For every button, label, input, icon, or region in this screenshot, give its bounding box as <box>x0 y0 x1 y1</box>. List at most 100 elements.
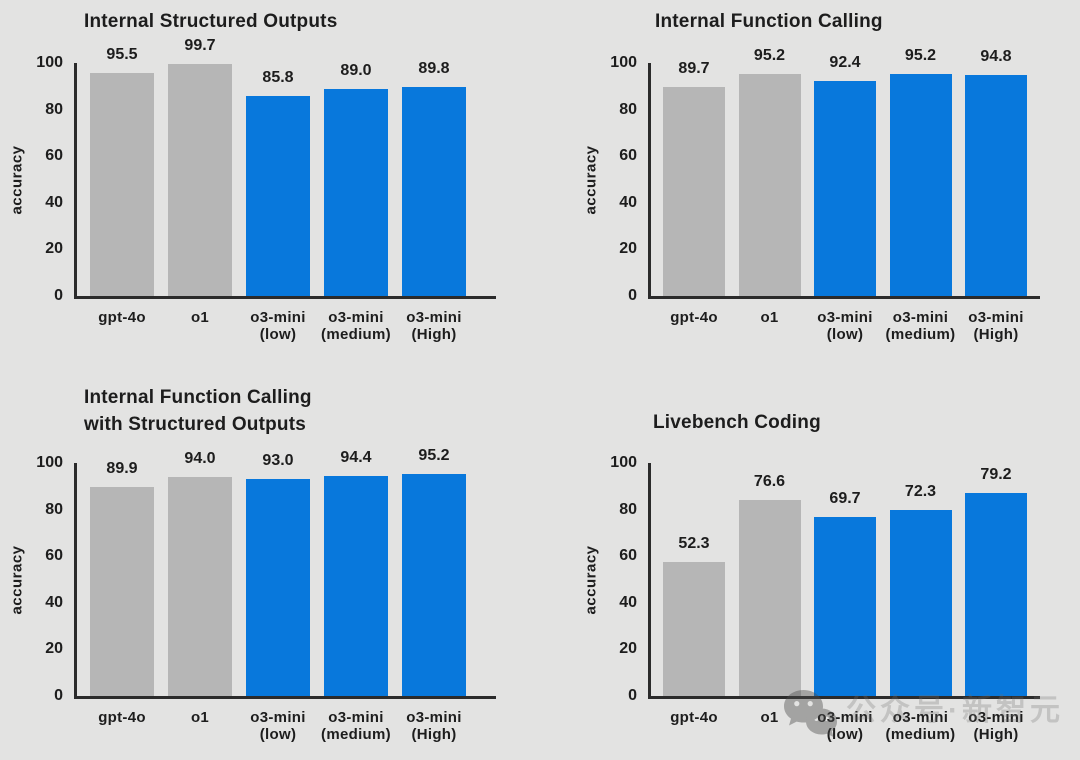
x-category-label: o1 <box>715 709 825 726</box>
bar <box>402 86 466 296</box>
y-tick-label: 60 <box>619 547 637 565</box>
chart-title: Internal Structured Outputs <box>84 11 338 32</box>
bar-value-label: 85.8 <box>262 69 294 87</box>
x-category-label-line: o3-mini <box>968 709 1024 726</box>
y-tick-label: 0 <box>54 687 63 704</box>
y-tick-label: 60 <box>45 547 63 565</box>
x-category-label: gpt-4o <box>639 309 749 326</box>
x-axis-line <box>74 696 496 699</box>
bar <box>663 86 725 296</box>
y-axis-line <box>648 463 651 699</box>
x-category-label-line: o3-mini <box>817 709 873 726</box>
bar-value-label: 69.7 <box>829 489 861 507</box>
x-category-label-line: (low) <box>259 726 297 743</box>
bar <box>738 74 801 296</box>
x-category-label: o3-mini (High) <box>379 709 489 743</box>
bar <box>246 96 310 296</box>
y-tick-label: 20 <box>45 640 63 658</box>
x-category-label-line: o1 <box>190 309 210 326</box>
x-category-label-line: (low) <box>826 726 864 743</box>
x-category-label-line: o3-mini <box>328 709 384 726</box>
bar-value-label: 76.6 <box>753 473 786 491</box>
x-axis-line <box>648 296 1040 299</box>
y-tick-label: 40 <box>619 593 637 611</box>
x-category-label-line: (High) <box>973 326 1019 343</box>
bar-value-label: 94.0 <box>184 449 216 467</box>
y-tick-label: 100 <box>36 454 63 471</box>
x-category-label-line: gpt-4o <box>670 709 718 726</box>
bar <box>663 562 725 696</box>
x-category-label: o3-mini (medium) <box>301 309 411 343</box>
bar <box>324 88 388 296</box>
x-category-label-line: o3-mini <box>250 309 306 326</box>
x-category-label: o3-mini (low) <box>223 309 333 343</box>
bar-value-label: 94.4 <box>340 449 372 467</box>
x-category-label: o1 <box>715 309 825 326</box>
y-tick-label: 0 <box>628 687 637 704</box>
x-category-label-line: gpt-4o <box>670 309 718 326</box>
bar-value-label: 95.2 <box>753 47 786 65</box>
x-axis-line <box>648 696 1040 699</box>
x-category-label: gpt-4o <box>67 309 177 326</box>
y-tick-label: 100 <box>610 54 637 71</box>
y-tick-label: 40 <box>45 593 63 611</box>
chart-livebench-coding: Livebench Coding accuracy 0 20 40 60 80 100 52.3… <box>574 380 1080 760</box>
bar-value-label: 79.2 <box>980 466 1012 484</box>
y-tick-label: 80 <box>619 100 637 118</box>
x-category-label-line: (High) <box>411 726 457 743</box>
chart-internal-structured-outputs: Internal Structured Outputs accuracy 0 20 40… <box>0 0 540 380</box>
y-tick-label: 0 <box>628 287 637 304</box>
x-category-label: o3-mini (low) <box>790 309 900 343</box>
bar <box>814 516 876 696</box>
y-tick-label: 0 <box>54 287 63 304</box>
x-category-label-line: o3-mini <box>406 309 462 326</box>
y-tick-label: 80 <box>619 500 637 518</box>
bar <box>246 479 310 696</box>
x-category-label-line: (medium) <box>885 726 956 743</box>
bar-value-label: 95.2 <box>904 47 937 65</box>
y-axis-label: accuracy <box>8 544 25 615</box>
bar-value-label: 99.7 <box>184 36 216 54</box>
bar <box>90 486 154 696</box>
y-tick-label: 60 <box>619 147 637 165</box>
x-category-label: o3-mini (low) <box>223 709 333 743</box>
x-category-label-line: (low) <box>826 326 864 343</box>
x-category-label: o3-mini (low) <box>790 709 900 743</box>
x-category-label-line: gpt-4o <box>98 309 146 326</box>
bar-value-label: 94.8 <box>980 48 1012 66</box>
bar <box>402 474 466 696</box>
y-tick-label: 20 <box>619 240 637 258</box>
y-tick-label: 40 <box>619 193 637 211</box>
x-category-label-line: o1 <box>190 709 210 726</box>
bar <box>965 493 1027 696</box>
bar-value-label: 89.7 <box>678 59 710 77</box>
bar-value-label: 72.3 <box>904 482 937 500</box>
y-axis-line <box>648 63 651 299</box>
y-tick-label: 60 <box>45 147 63 165</box>
x-axis-line <box>74 296 496 299</box>
x-category-label-line: o3-mini <box>892 309 949 326</box>
bar-value-label: 95.2 <box>418 447 450 465</box>
x-category-label-line: (High) <box>411 326 457 343</box>
x-category-label: o3-mini (High) <box>941 709 1051 743</box>
chart-title: Internal Function Calling <box>84 387 312 408</box>
chart-title: Internal Function Calling <box>655 11 883 32</box>
y-axis-line <box>74 63 77 299</box>
y-axis-label: accuracy <box>582 144 599 215</box>
x-category-label: o3-mini (medium) <box>866 709 976 743</box>
bar <box>738 500 801 696</box>
x-category-label: o3-mini (medium) <box>301 709 411 743</box>
chart-internal-function-calling: Internal Function Calling accuracy 0 20 40 60… <box>574 0 1080 380</box>
y-tick-label: 20 <box>45 240 63 258</box>
bar <box>168 63 232 296</box>
bar-value-label: 92.4 <box>829 53 861 71</box>
bar-value-label: 93.0 <box>262 452 294 470</box>
bar-value-label: 89.8 <box>418 59 450 77</box>
x-category-label: gpt-4o <box>639 709 749 726</box>
y-axis-label: accuracy <box>582 544 599 615</box>
bar-value-label: 52.3 <box>678 535 710 553</box>
x-category-label-line: o1 <box>760 709 779 726</box>
bar-value-label: 89.0 <box>340 61 372 79</box>
x-category-label-line: o1 <box>760 309 779 326</box>
x-category-label-line: (medium) <box>321 326 391 343</box>
